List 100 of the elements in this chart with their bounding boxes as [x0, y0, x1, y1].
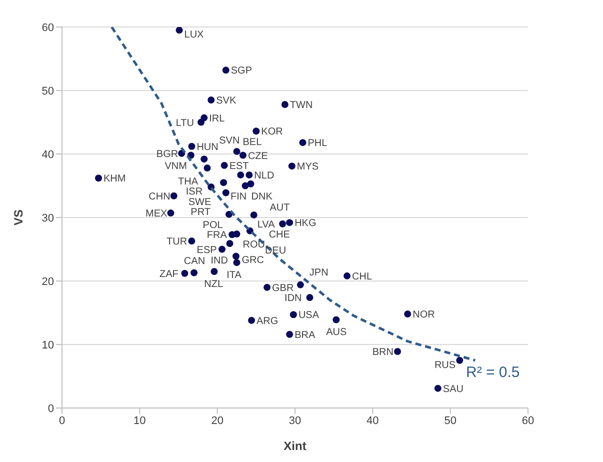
annotation: LTU — [176, 118, 194, 129]
annotation: CHL — [352, 271, 372, 282]
point — [200, 156, 208, 163]
annotation: GBR — [272, 282, 294, 294]
annotation: ZAF — [160, 268, 178, 280]
point — [188, 142, 196, 150]
annotation: NOR — [412, 310, 435, 321]
annotation: TWN — [290, 100, 313, 111]
point — [279, 220, 286, 228]
point — [239, 152, 246, 159]
point — [233, 259, 240, 266]
point — [286, 330, 294, 338]
point — [248, 316, 256, 324]
y-tick-label: 10 — [42, 339, 54, 352]
point — [434, 384, 442, 392]
point — [188, 237, 196, 244]
point — [246, 171, 253, 178]
point — [306, 294, 314, 302]
x-tick-label: 10 — [134, 414, 146, 427]
point — [247, 180, 254, 188]
x-axis-title: Xint — [284, 439, 306, 453]
point — [290, 311, 297, 318]
annotation: LUX — [184, 30, 204, 41]
annotation: ITA — [226, 270, 242, 282]
annotation: EST — [229, 160, 249, 172]
point — [233, 230, 240, 238]
y-tick-label: 40 — [42, 148, 54, 161]
annotation: DEU — [264, 245, 286, 256]
point — [204, 164, 211, 172]
x-tick-label: 20 — [211, 414, 224, 427]
point — [170, 192, 178, 200]
x-tick-label: 30 — [288, 414, 302, 427]
annotation: USA — [298, 310, 320, 322]
annotation: VNM — [164, 160, 187, 172]
x-tick-label: 40 — [366, 414, 379, 427]
annotation: HKG — [294, 218, 316, 230]
annotation: ROU — [242, 240, 265, 251]
annotation: ESP — [196, 244, 218, 256]
annotation: GRC — [242, 255, 264, 266]
point — [344, 272, 351, 280]
point — [286, 219, 294, 226]
point — [394, 348, 402, 355]
annotation: SGP — [230, 66, 252, 77]
annotation: R² = 0.5 — [466, 364, 520, 382]
annotation: IRL — [209, 113, 226, 124]
y-tick-label: 20 — [42, 276, 54, 288]
annotation: SAU — [442, 384, 464, 395]
point — [210, 268, 218, 275]
point — [176, 27, 183, 34]
annotation: POL — [202, 220, 224, 231]
point — [237, 171, 244, 178]
annotation: ISR — [186, 186, 203, 198]
point — [404, 310, 412, 318]
point — [332, 316, 340, 324]
annotation: NZL — [204, 278, 224, 290]
point — [281, 100, 288, 108]
y-tick-label: 50 — [42, 85, 54, 98]
point — [296, 281, 304, 288]
annotation: JPN — [309, 267, 328, 278]
annotation: FIN — [230, 191, 247, 202]
point — [218, 246, 226, 253]
y-tick-label: 0 — [48, 402, 54, 415]
annotation: RUS — [434, 360, 456, 371]
annotation: SVK — [216, 96, 236, 107]
annotation: IND — [210, 256, 228, 267]
annotation: ARG — [256, 316, 278, 327]
annotation: BRN — [372, 346, 394, 358]
annotation: CHN — [148, 191, 170, 202]
annotation: KOR — [261, 126, 283, 138]
y-axis-title: VS — [11, 209, 26, 226]
point — [190, 269, 198, 276]
y-tick-label: 60 — [42, 22, 54, 34]
annotation: SVN — [219, 136, 240, 147]
x-tick-label: 0 — [58, 414, 66, 427]
point — [222, 189, 230, 196]
point — [232, 252, 240, 260]
point — [198, 118, 205, 126]
annotation: MYS — [296, 162, 319, 173]
annotation: LVA — [257, 219, 276, 230]
annotation: KHM — [104, 174, 126, 185]
point — [181, 270, 188, 277]
point — [208, 96, 215, 104]
annotation: AUT — [270, 202, 290, 214]
point — [167, 210, 174, 217]
point — [222, 66, 230, 74]
annotation: CZE — [248, 150, 268, 162]
annotation: CHE — [268, 229, 290, 240]
annotation: PHL — [308, 138, 328, 150]
point — [264, 284, 271, 291]
point — [220, 162, 228, 169]
point — [95, 174, 102, 182]
annotation: FRA — [206, 230, 228, 242]
point — [225, 210, 232, 218]
annotation: BRA — [294, 330, 316, 341]
x-tick-label: 60 — [522, 414, 534, 427]
annotation: PRT — [190, 207, 211, 218]
annotation: NLD — [254, 170, 274, 182]
point — [220, 179, 228, 186]
annotation: TUR — [166, 236, 188, 248]
point — [250, 211, 258, 218]
